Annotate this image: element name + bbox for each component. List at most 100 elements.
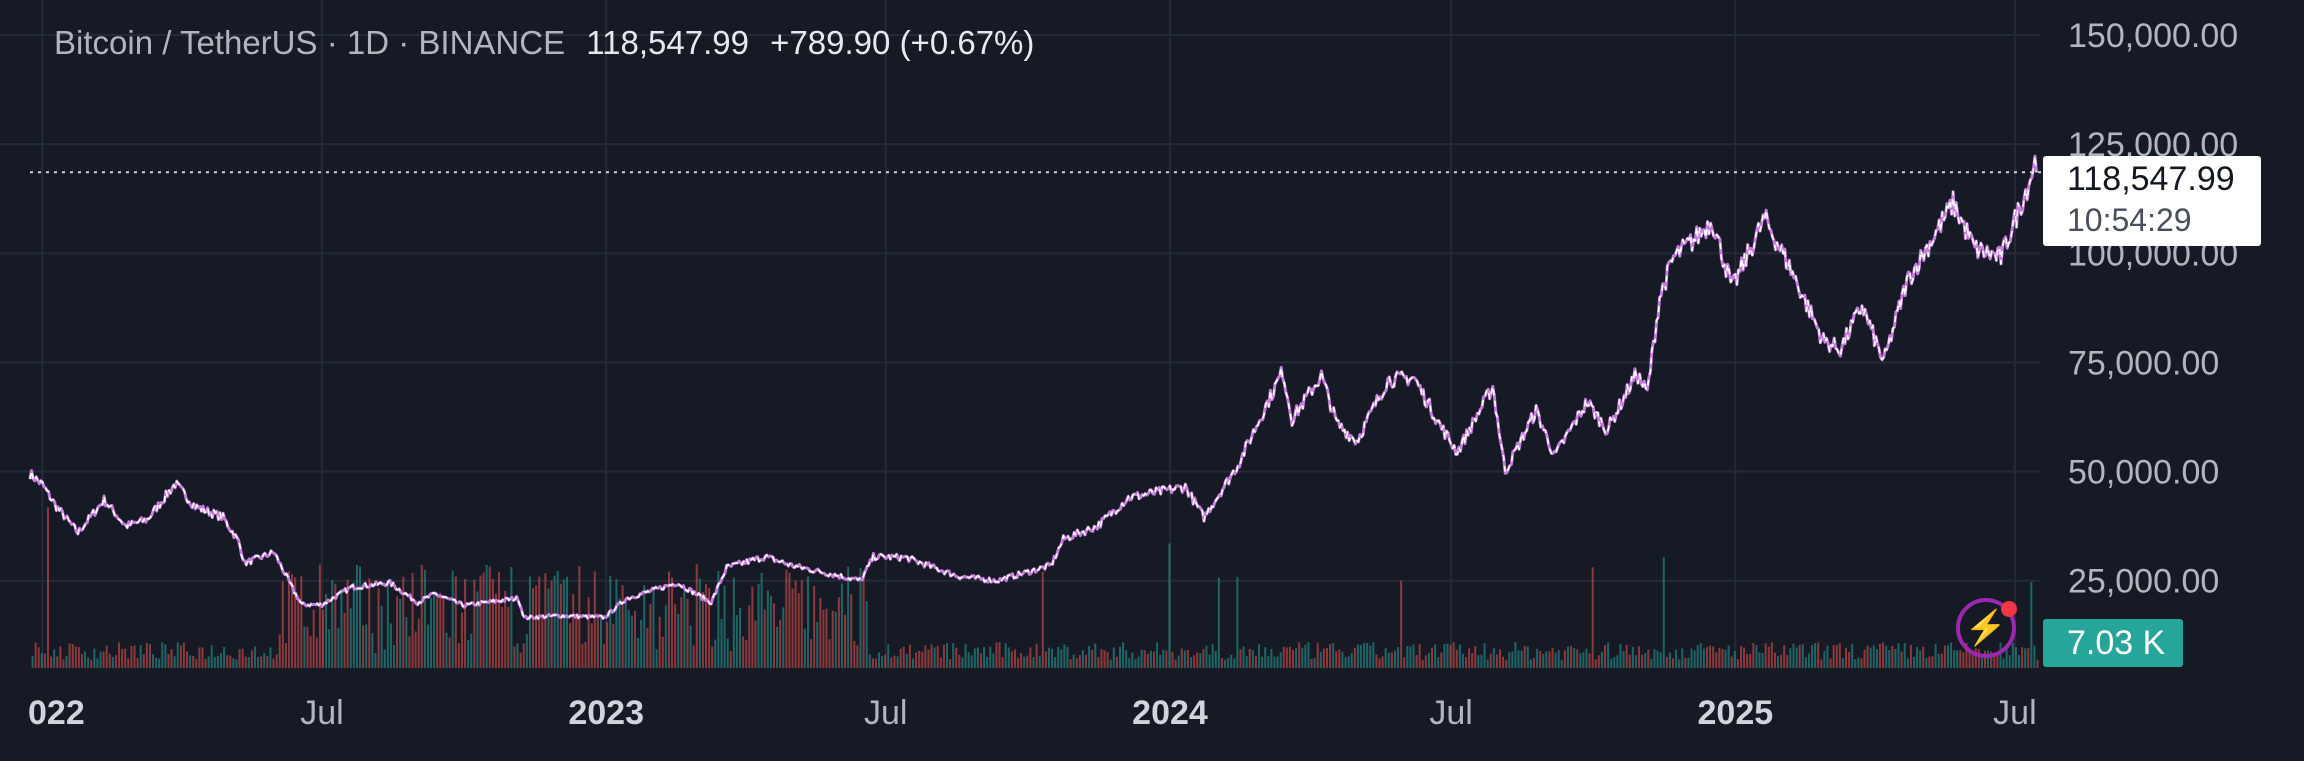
volume-bar [637,637,640,668]
volume-bar [1854,659,1857,668]
volume-bar [460,612,463,668]
x-tick-label: Jul [1429,694,1472,732]
volume-bar [130,646,133,668]
volume-bar [1180,648,1183,668]
volume-bar [1767,646,1770,668]
y-tick-label: 25,000.00 [2068,563,2219,601]
volume-bar [1777,655,1780,668]
volume-bar [627,609,630,668]
volume-bar [1517,650,1520,668]
volume-bar [1712,646,1715,668]
volume-bar [1458,644,1461,668]
volume-bar [479,575,482,668]
last-price-label: 118,547.99 10:54:29 [2043,156,2261,246]
volume-bar [405,617,408,668]
volume-bar [955,647,958,668]
volume-bar [1845,647,1848,668]
volume-bar [315,637,318,668]
volume-bar [1483,643,1486,668]
volume-bar [1452,642,1455,668]
volume-bar [630,615,633,668]
volume-bar [436,594,439,668]
volume-bar [433,594,436,668]
volume-bar [1987,650,1990,668]
volume-bar [1406,646,1409,668]
volume-bar [482,572,485,668]
volume-bar [1560,659,1563,668]
volume-bar [1746,654,1749,668]
volume-bar [247,657,250,668]
volume-bar [467,639,470,668]
volume-bar [640,619,643,668]
volume-bar [423,569,426,668]
volume-bar [896,656,899,668]
volume-bar [930,644,933,668]
volume-bar [1715,652,1718,668]
volume-bar [1125,650,1128,668]
volume-bar [890,657,893,668]
volume-bar [182,642,185,668]
volume-bar [136,658,139,668]
volume-bar [1943,645,1946,668]
volume-bar [300,576,303,668]
volume-bar [1591,567,1594,668]
volume-bar [1177,655,1180,668]
volume-bar [161,642,164,668]
volume-bar [1894,649,1897,668]
volume-bar [1709,645,1712,668]
volume-bar [232,658,235,668]
volume-bar [1168,543,1171,668]
volume-bar [1888,650,1891,668]
x-tick-label: 2023 [568,694,644,732]
price-axis[interactable]: 25,000.0050,000.0075,000.00100,000.00125… [2068,17,2238,601]
volume-bar [1638,646,1641,668]
volume-bar [1514,642,1517,668]
volume-bar [674,604,677,668]
symbol-legend[interactable]: Bitcoin / TetherUS · 1D · BINANCE 118,54… [54,24,1034,62]
volume-bar [1795,647,1798,668]
volume-bar [705,584,708,668]
volume-bar [1863,649,1866,668]
volume-bar [837,597,840,668]
volume-bar [1786,654,1789,668]
volume-bar [56,656,59,668]
volume-bar [1282,646,1285,668]
volume-bar [967,652,970,668]
volume-bar [1044,651,1047,668]
volume-bar [1468,648,1471,668]
volume-bar [1801,644,1804,668]
volume-bar [90,659,93,668]
volume-bar [1489,653,1492,668]
lightning-bolt-icon[interactable]: ⚡ [1956,598,2016,658]
volume-bar [1956,650,1959,668]
volume-bar [1341,651,1344,668]
volume-bar [729,651,732,668]
last-price-value: 118,547.99 [2067,160,2235,198]
volume-bar [102,651,105,668]
y-tick-label: 75,000.00 [2068,344,2219,382]
volume-bar [989,646,992,668]
volume-bar [1338,649,1341,668]
volume-bar [1072,654,1075,668]
volume-bar [1397,647,1400,668]
volume-bar [68,643,71,668]
volume-bar [1137,656,1140,668]
volume-bar [167,654,170,668]
volume-bar [1659,652,1662,668]
volume-bar [331,580,334,668]
volume-bar [603,644,606,668]
volume-bar [782,607,785,668]
volume-bar [216,655,219,668]
volume-bar [1492,648,1495,668]
time-axis[interactable]: 022 Jul 2023 Jul 2024 Jul 2025 Jul [28,694,2037,732]
volume-bar [1088,645,1091,668]
volume-bar [507,606,510,668]
volume-bar [1347,656,1350,668]
volume-bar [114,655,117,668]
volume-bar [142,654,145,668]
volume-bar [1829,658,1832,668]
volume-bar [840,583,843,668]
volume-bar [1220,658,1223,668]
volume-bar [714,639,717,668]
